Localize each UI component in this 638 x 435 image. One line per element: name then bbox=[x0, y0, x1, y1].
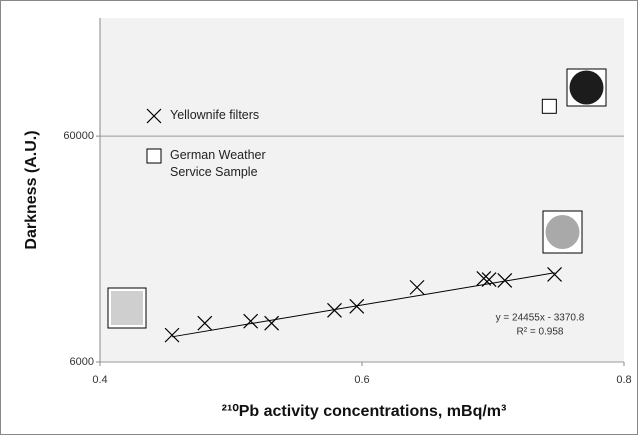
point-shape bbox=[547, 267, 562, 282]
trend-r2: R² = 0.958 bbox=[517, 327, 564, 338]
point bbox=[146, 148, 162, 164]
point bbox=[409, 279, 425, 295]
point-shape bbox=[146, 108, 162, 124]
point-shape bbox=[497, 273, 513, 288]
x-tick-label: 0.6 bbox=[354, 374, 369, 386]
legend-label: Yellownife filters bbox=[170, 108, 260, 122]
point-shape bbox=[243, 313, 259, 329]
y-tick-label: 60000 bbox=[63, 130, 94, 142]
y-tick-label: 6000 bbox=[70, 356, 94, 368]
point bbox=[481, 272, 497, 288]
point bbox=[164, 327, 180, 343]
filter-image bbox=[107, 68, 607, 329]
trend-equation: y = 24455x - 3370.8 bbox=[496, 313, 585, 324]
x-tick-label: 0.8 bbox=[616, 374, 631, 386]
point bbox=[264, 315, 280, 331]
plot-area bbox=[100, 18, 624, 362]
point-shape bbox=[264, 315, 280, 331]
point bbox=[476, 271, 492, 286]
point-shape bbox=[327, 302, 342, 318]
y-axis-label: Darkness (A.U.) bbox=[23, 130, 40, 249]
trendline bbox=[171, 272, 555, 338]
point bbox=[349, 298, 365, 314]
point bbox=[547, 267, 562, 282]
point-shape bbox=[409, 279, 425, 295]
point bbox=[197, 315, 213, 331]
point bbox=[497, 273, 513, 288]
point-shape bbox=[481, 272, 497, 288]
legend-label: German Weather Service Sample bbox=[170, 148, 266, 179]
point-shape bbox=[164, 327, 180, 343]
x-tick-label: 0.4 bbox=[92, 374, 107, 386]
point-shape bbox=[476, 271, 492, 286]
point bbox=[541, 98, 557, 114]
x-axis-label: ²¹⁰Pb activity concentrations, mBq/m³ bbox=[222, 403, 507, 420]
point bbox=[243, 313, 259, 329]
point bbox=[327, 302, 342, 318]
point-shape bbox=[197, 315, 213, 331]
point bbox=[146, 108, 162, 124]
point-shape bbox=[349, 298, 365, 314]
